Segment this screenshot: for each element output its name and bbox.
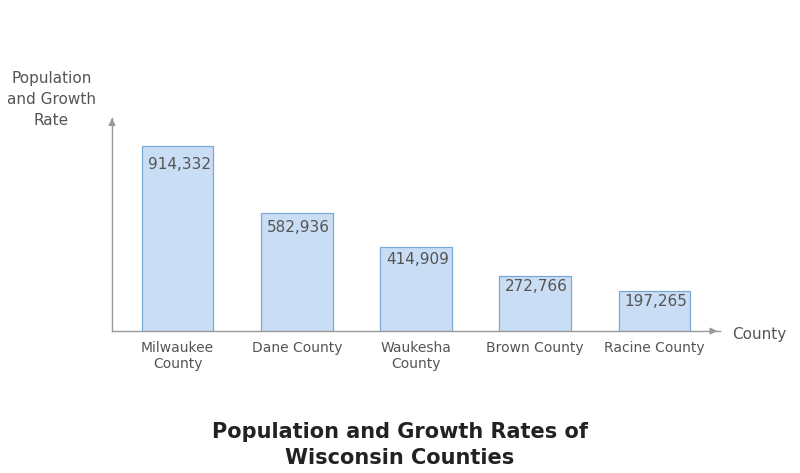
Text: 914,332: 914,332: [147, 157, 210, 172]
Text: Population
and Growth
Rate: Population and Growth Rate: [6, 71, 96, 129]
Text: Population and Growth Rates of
Wisconsin Counties: Population and Growth Rates of Wisconsin…: [212, 422, 588, 468]
Bar: [261, 213, 333, 331]
Text: County: County: [732, 327, 786, 342]
Text: 414,909: 414,909: [386, 252, 449, 267]
Bar: [618, 291, 690, 331]
Bar: [142, 146, 214, 331]
Text: 582,936: 582,936: [266, 220, 330, 235]
Text: 197,265: 197,265: [624, 294, 687, 308]
Bar: [499, 276, 571, 331]
Bar: [380, 247, 452, 331]
Text: 272,766: 272,766: [505, 279, 568, 294]
